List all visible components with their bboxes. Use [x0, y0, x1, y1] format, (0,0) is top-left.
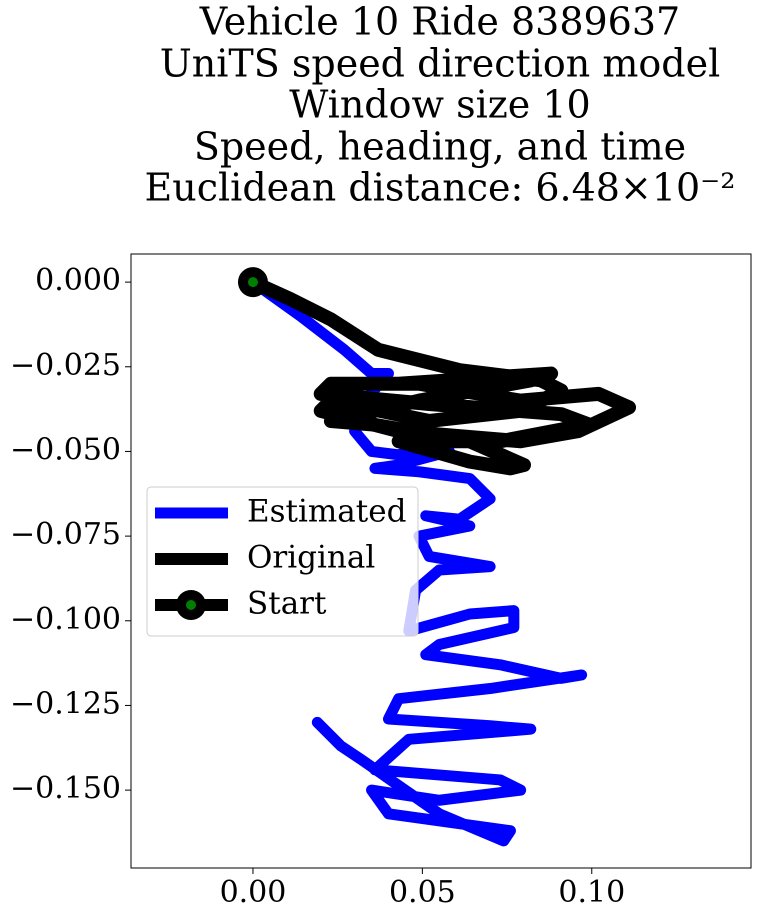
legend-box — [146, 486, 419, 637]
y-tick-label: −0.150 — [10, 771, 121, 806]
y-tick-label: 0.000 — [35, 263, 121, 298]
legend-label: Original — [247, 540, 375, 576]
y-tick-label: −0.025 — [10, 348, 121, 383]
start-marker-center — [247, 277, 258, 288]
legend: Estimated Original Start — [146, 486, 419, 637]
x-tick-label: 0.05 — [389, 875, 456, 910]
legend-marker-center — [186, 600, 196, 610]
legend-label: Estimated — [247, 494, 406, 530]
chart-title: Window size 10 — [289, 83, 590, 127]
x-tick-label: 0.10 — [558, 875, 625, 910]
trajectory — [245, 275, 637, 476]
legend-label: Start — [247, 586, 327, 622]
y-tick-label: −0.125 — [10, 686, 121, 721]
chart-title: Euclidean distance: 6.48×10⁻² — [145, 166, 736, 210]
x-tick-label: 0.00 — [220, 875, 287, 910]
chart-title: Speed, heading, and time — [194, 125, 686, 169]
chart-title: UniTS speed direction model — [160, 42, 720, 86]
y-tick-label: −0.075 — [10, 517, 121, 552]
y-tick-label: −0.050 — [10, 432, 121, 467]
y-tick-label: −0.100 — [10, 602, 121, 637]
chart-title: Vehicle 10 Ride 8389637 — [199, 0, 680, 44]
plot-frame — [130, 253, 752, 869]
